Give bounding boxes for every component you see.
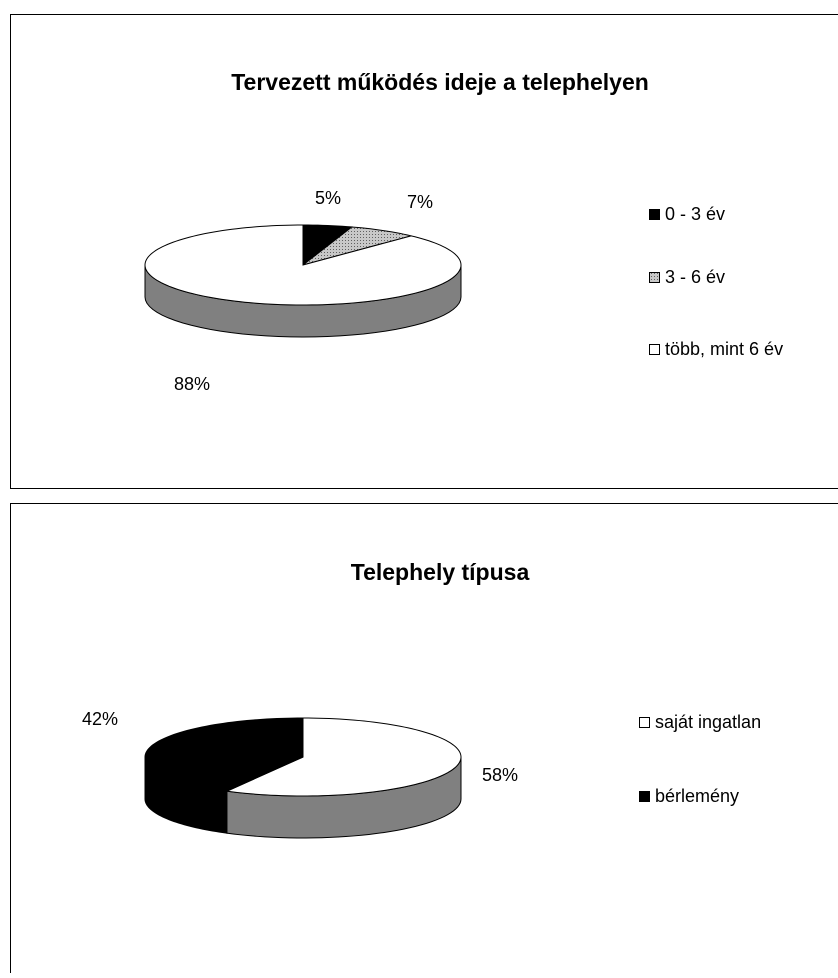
data-label: 42% xyxy=(82,709,118,729)
legend-swatch xyxy=(650,273,660,283)
data-label: 7% xyxy=(407,192,433,212)
pie-slice xyxy=(145,225,461,305)
chart-title: Tervezett működés ideje a telephelyen xyxy=(231,69,649,95)
legend-swatch xyxy=(650,345,660,355)
legend-swatch xyxy=(650,210,660,220)
legend-label: 0 - 3 év xyxy=(665,204,725,224)
chart-title: Telephely típusa xyxy=(351,559,530,585)
legend-label: több, mint 6 év xyxy=(665,339,783,359)
data-label: 88% xyxy=(174,374,210,394)
legend-swatch xyxy=(640,792,650,802)
legend-label: 3 - 6 év xyxy=(665,267,725,287)
legend-swatch xyxy=(640,718,650,728)
legend-label: saját ingatlan xyxy=(655,712,761,732)
data-label: 58% xyxy=(482,765,518,785)
data-label: 5% xyxy=(315,188,341,208)
legend-label: bérlemény xyxy=(655,786,739,806)
